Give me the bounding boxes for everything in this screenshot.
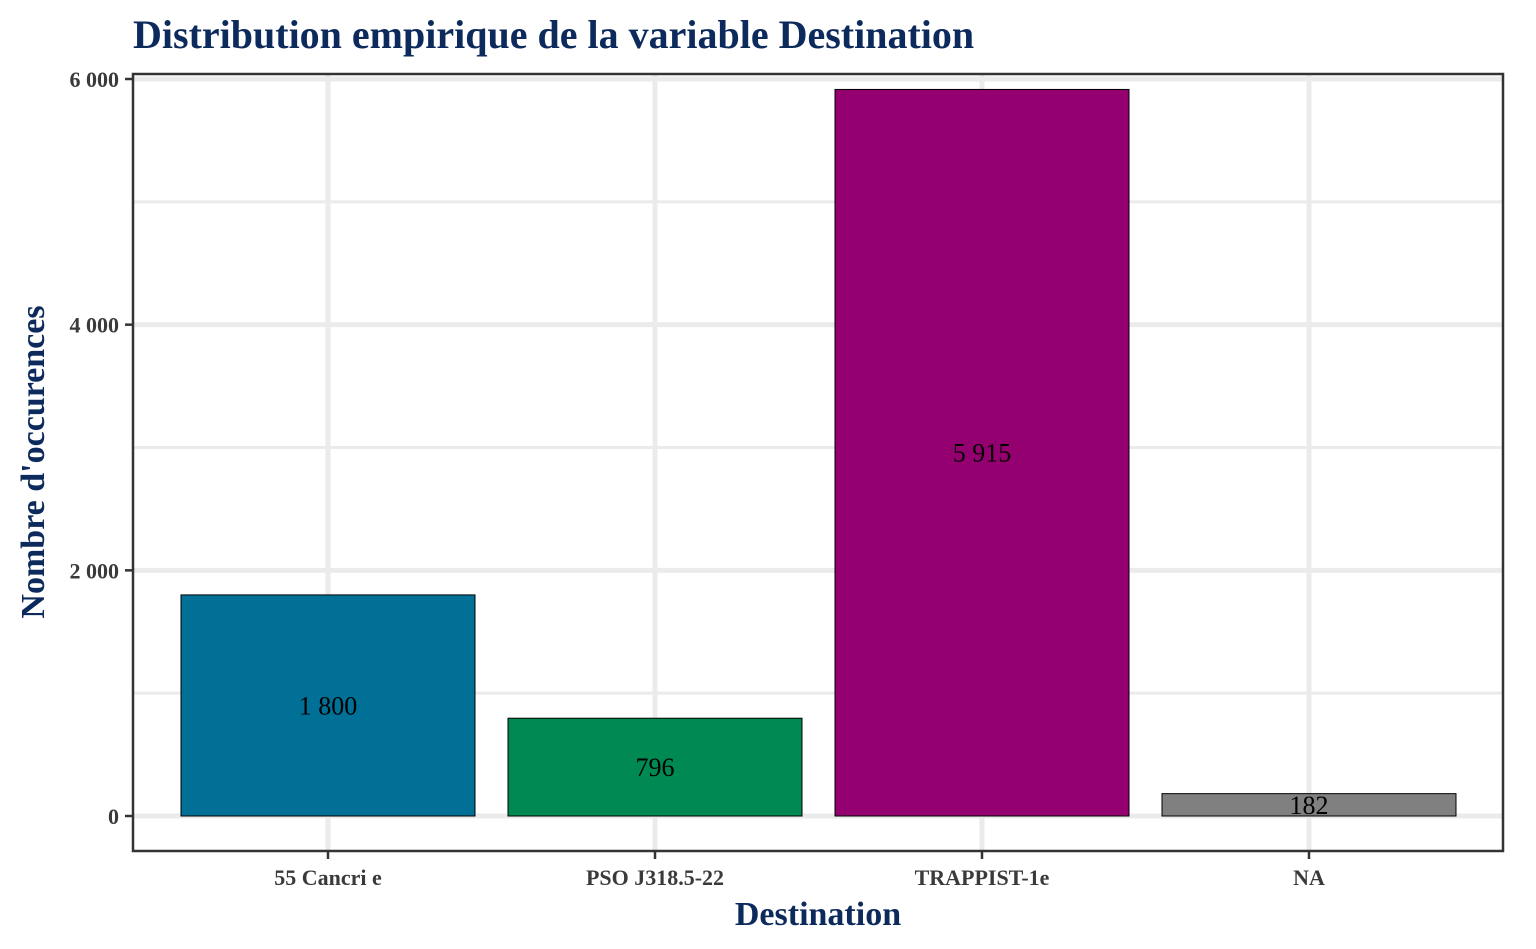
bar-trappist-1e: [834, 88, 1130, 817]
x-axis: 55 Cancri e PSO J318.5-22 TRAPPIST-1e NA: [274, 851, 1325, 890]
bar-na: [1161, 793, 1457, 817]
y-tick-label: 6 000: [70, 67, 120, 92]
bar-value-label: 182: [1290, 791, 1329, 820]
x-tick-label: TRAPPIST-1e: [915, 865, 1050, 890]
bar-value-label: 1 800: [299, 691, 358, 720]
y-tick-label: 0: [108, 804, 119, 829]
y-axis-title: Nombre d'occurences: [15, 305, 52, 618]
x-tick-label: PSO J318.5-22: [586, 865, 724, 890]
bar-pso-j318-5-22: [507, 717, 803, 817]
y-tick-label: 4 000: [70, 313, 120, 338]
plot-panel-border: [131, 72, 1505, 853]
x-axis-title: Destination: [735, 896, 901, 933]
bar-55-cancri-e: [180, 594, 476, 817]
bars: [180, 88, 1457, 817]
y-axis: 0 2 000 4 000 6 000: [70, 67, 133, 829]
x-tick-label: 55 Cancri e: [274, 865, 382, 890]
y-tick-label: 2 000: [70, 558, 120, 583]
x-tick-label: NA: [1293, 865, 1325, 890]
chart-title: Distribution empirique de la variable De…: [133, 12, 974, 57]
bar-value-label: 796: [636, 753, 675, 782]
data-labels: 1 800 796 5 915 182: [299, 439, 1329, 820]
bar-value-label: 5 915: [953, 439, 1012, 468]
